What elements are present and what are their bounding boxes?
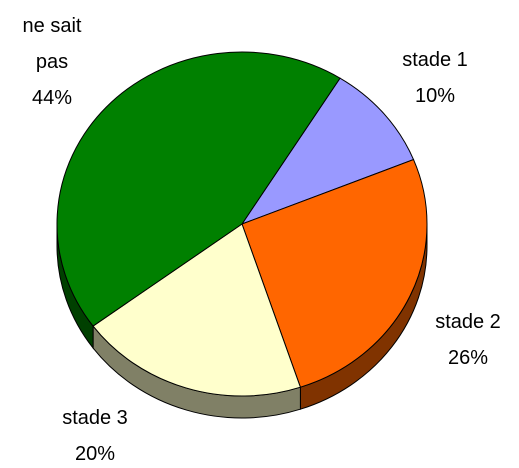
slice-label: stade 2 26% bbox=[408, 304, 519, 376]
value-label: 26% bbox=[447, 347, 489, 369]
category-label: stade 3 bbox=[62, 407, 128, 429]
category-label: stade 1 bbox=[402, 49, 468, 71]
pie-slice bbox=[241, 158, 428, 388]
pie-slice bbox=[56, 51, 341, 327]
slice-label: ne sait pas 44% bbox=[7, 8, 97, 116]
value-label: 10% bbox=[414, 85, 456, 107]
slice-label: stade 1 10% bbox=[375, 42, 495, 114]
value-label: 20% bbox=[74, 443, 116, 465]
pie-slice bbox=[240, 77, 415, 226]
category-label: stade 2 bbox=[435, 311, 501, 333]
slice-label: stade 3 20% bbox=[35, 400, 155, 468]
pie-slice bbox=[92, 223, 302, 397]
category-label: ne sait pas bbox=[22, 15, 82, 73]
value-label: 44% bbox=[31, 87, 73, 109]
